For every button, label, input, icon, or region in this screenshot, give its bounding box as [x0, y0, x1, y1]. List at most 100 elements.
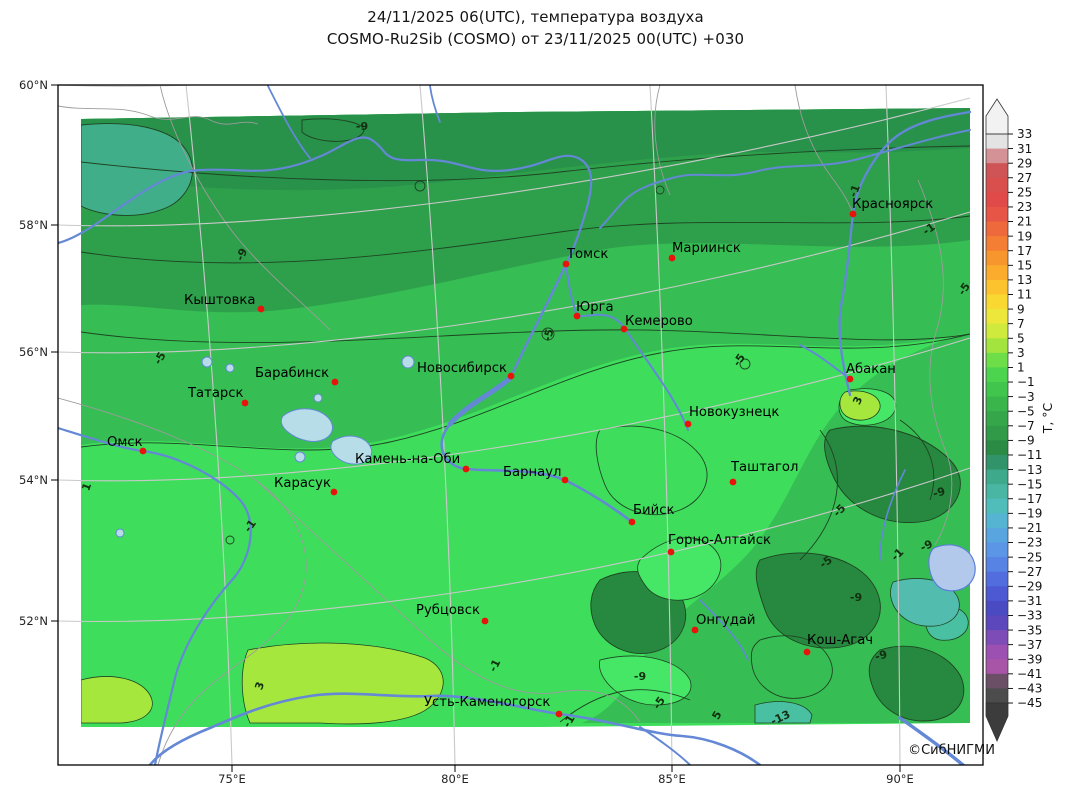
- colorbar-tick-label: −7: [1017, 419, 1035, 433]
- colorbar-tick-label: −17: [1017, 492, 1042, 506]
- colorbar-segment: [986, 324, 1008, 339]
- colorbar-tick-label: 3: [1017, 346, 1025, 360]
- city-dot: [508, 373, 515, 380]
- lon-tick-label: 80°E: [441, 772, 469, 786]
- city-dot: [562, 477, 569, 484]
- colorbar-segment: [986, 397, 1008, 412]
- city-dot: [668, 549, 675, 556]
- colorbar-segment: [986, 149, 1008, 164]
- colorbar-segment: [986, 309, 1008, 324]
- city-label: Татарск: [187, 386, 244, 401]
- lat-tick-label: 60°N: [19, 78, 48, 92]
- colorbar-tick-label: 25: [1017, 186, 1032, 200]
- colorbar-segment: [986, 251, 1008, 266]
- colorbar-tick-label: 21: [1017, 215, 1032, 229]
- city-dot: [463, 466, 470, 473]
- contour-value-label: -9: [356, 120, 368, 133]
- city-dot: [804, 649, 811, 656]
- colorbar-segment: [986, 557, 1008, 572]
- city-dot: [629, 519, 636, 526]
- city-label: Барнаул: [503, 465, 561, 480]
- colorbar-tick-label: −31: [1017, 594, 1042, 608]
- lat-tick-label: 52°N: [19, 614, 48, 628]
- colorbar-segment: [986, 659, 1008, 674]
- colorbar-tick-label: 13: [1017, 273, 1032, 287]
- colorbar-tick-label: −21: [1017, 521, 1042, 535]
- city-dot: [332, 379, 339, 386]
- colorbar-segment: [986, 484, 1008, 499]
- colorbar-tick-label: 9: [1017, 302, 1025, 316]
- colorbar-segment: [986, 353, 1008, 368]
- contour-value-label: -9: [634, 670, 646, 683]
- lat-tick-label: 54°N: [19, 473, 48, 487]
- colorbar-segment: [986, 470, 1008, 485]
- city-label: Таштагол: [730, 460, 798, 475]
- weather-map-page: 24/11/2025 06(UTC), температура воздуха …: [0, 0, 1071, 791]
- colorbar-tick-label: 19: [1017, 229, 1032, 243]
- colorbar-segment: [986, 207, 1008, 222]
- colorbar-segment: [986, 134, 1008, 149]
- city-label: Юрга: [576, 300, 614, 315]
- city-dot: [556, 711, 563, 718]
- colorbar-tick-label: −41: [1017, 667, 1042, 681]
- colorbar-segment: [986, 513, 1008, 528]
- colorbar-tick-label: 29: [1017, 156, 1032, 170]
- lat-tick-label: 56°N: [19, 345, 48, 359]
- city-dot: [331, 489, 338, 496]
- city-label: Карасук: [274, 476, 331, 491]
- city-label: Рубцовск: [416, 602, 480, 618]
- city-dot: [685, 421, 692, 428]
- colorbar-segment: [986, 499, 1008, 514]
- city-label: Барабинск: [255, 365, 329, 381]
- colorbar-tick-label: 11: [1017, 288, 1032, 302]
- colorbar-tick-label: 33: [1017, 127, 1032, 141]
- colorbar-tick-label: −45: [1017, 696, 1042, 710]
- colorbar-segment: [986, 586, 1008, 601]
- city-label: Абакан: [846, 361, 896, 377]
- city-label: Томск: [566, 247, 608, 262]
- colorbar-tick-label: −13: [1017, 463, 1042, 477]
- colorbar-tick-label: 17: [1017, 244, 1032, 258]
- city-label: Кош-Агач: [807, 633, 873, 648]
- colorbar-tick-label: −9: [1017, 434, 1035, 448]
- colorbar-tick-label: 7: [1017, 317, 1025, 331]
- colorbar-tick-label: 1: [1017, 361, 1025, 375]
- city-label: Кемерово: [625, 314, 693, 329]
- colorbar-tick-label: 5: [1017, 331, 1025, 345]
- colorbar-segment: [986, 411, 1008, 426]
- colorbar-segment: [986, 236, 1008, 251]
- city-label: Омск: [107, 435, 143, 450]
- colorbar-title: Т, °С: [1040, 402, 1055, 434]
- colorbar-segment: [986, 163, 1008, 178]
- colorbar-tick-label: 15: [1017, 259, 1032, 273]
- colorbar-segment: [986, 674, 1008, 689]
- colorbar-tick-label: −29: [1017, 579, 1042, 593]
- colorbar-tick-label: 23: [1017, 200, 1032, 214]
- colorbar-segment: [986, 338, 1008, 353]
- colorbar-arrow-down: [986, 703, 1008, 741]
- colorbar-tick-label: −35: [1017, 623, 1042, 637]
- city-label: Онгудай: [696, 613, 756, 628]
- colorbar-segment: [986, 178, 1008, 193]
- colorbar-segment: [986, 645, 1008, 660]
- colorbar-tick-label: −27: [1017, 565, 1042, 579]
- city-label: Мариинск: [672, 241, 741, 256]
- colorbar-segment: [986, 601, 1008, 616]
- city-label: Новокузнецк: [689, 405, 779, 420]
- colorbar-tick-label: −11: [1017, 448, 1042, 462]
- colorbar-segment: [986, 222, 1008, 237]
- longitude-axis: 75°E80°E85°E90°E: [218, 765, 914, 786]
- city-label: Горно-Алтайск: [668, 533, 771, 548]
- colorbar-tick-label: 27: [1017, 171, 1032, 185]
- contour-value-label: -9: [850, 591, 862, 604]
- copyright-label: ©СибНИГМИ: [880, 743, 995, 758]
- colorbar-tick-label: −33: [1017, 609, 1042, 623]
- city-label: Красноярск: [852, 197, 933, 212]
- city-dot: [482, 618, 489, 625]
- colorbar-segment: [986, 528, 1008, 543]
- colorbar-segment: [986, 426, 1008, 441]
- colorbar-segment: [986, 280, 1008, 295]
- city-label: Бийск: [633, 503, 674, 518]
- city-dot: [258, 306, 265, 313]
- city-label: Камень-на-Оби: [355, 451, 460, 467]
